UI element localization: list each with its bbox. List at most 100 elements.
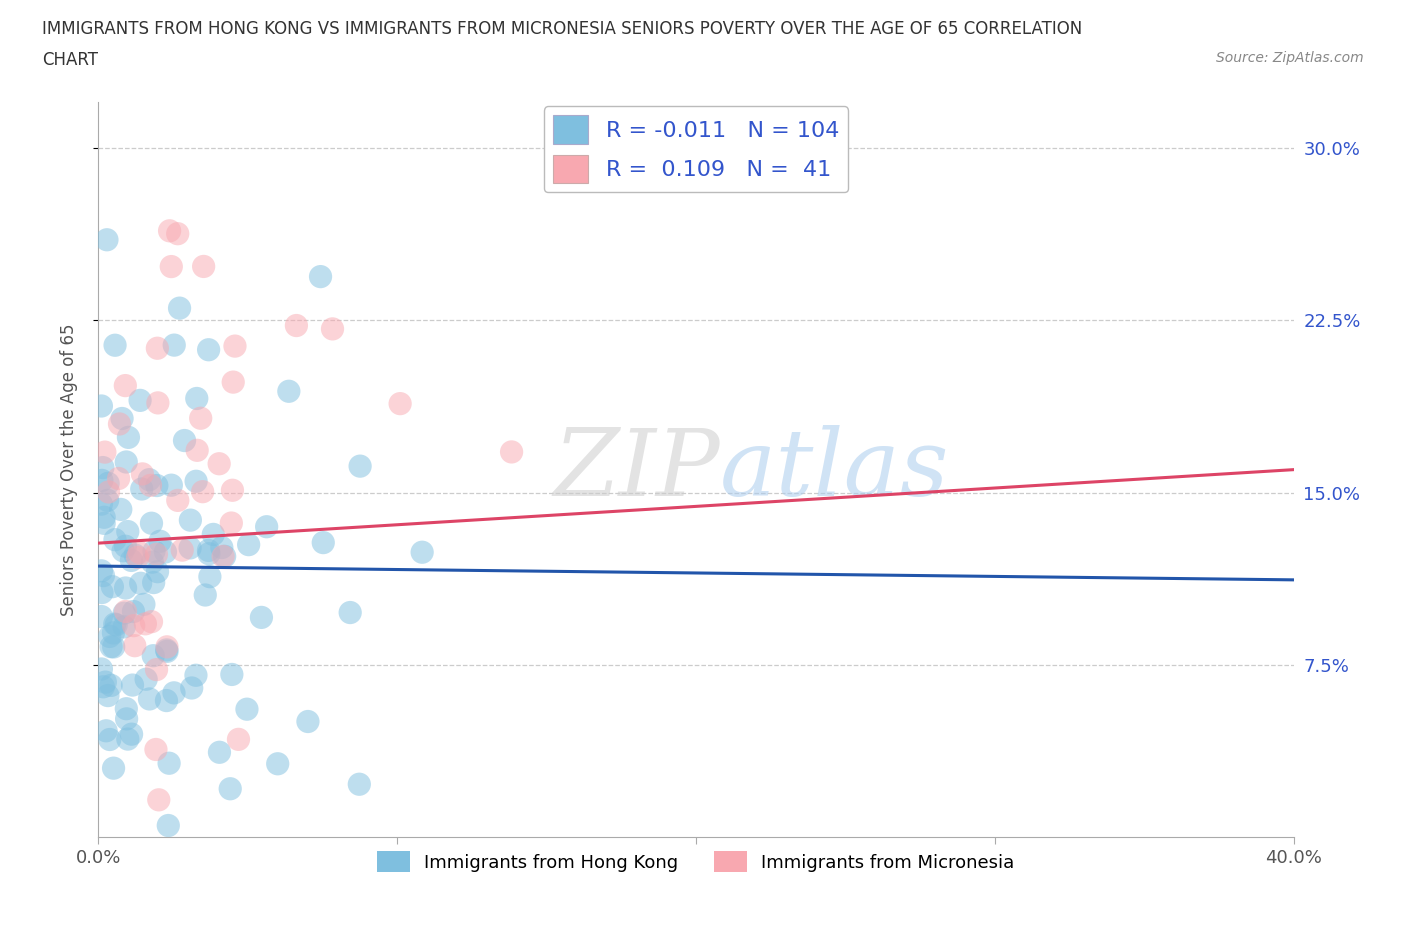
Point bbox=[115, 711, 138, 726]
Point bbox=[122, 604, 145, 619]
Point bbox=[131, 467, 153, 482]
Point bbox=[120, 553, 142, 568]
Point bbox=[179, 540, 201, 555]
Point bbox=[277, 384, 299, 399]
Point bbox=[179, 512, 201, 527]
Point bbox=[98, 629, 121, 644]
Point bbox=[114, 604, 136, 619]
Point bbox=[143, 544, 166, 559]
Point bbox=[193, 259, 215, 274]
Point bbox=[90, 609, 112, 624]
Text: atlas: atlas bbox=[720, 425, 949, 514]
Point bbox=[117, 732, 139, 747]
Point bbox=[103, 626, 125, 641]
Text: CHART: CHART bbox=[42, 51, 98, 69]
Point bbox=[117, 430, 139, 445]
Point bbox=[134, 617, 156, 631]
Point bbox=[197, 543, 219, 558]
Point bbox=[312, 535, 335, 550]
Point bbox=[96, 232, 118, 247]
Point bbox=[90, 399, 112, 414]
Point bbox=[173, 433, 195, 448]
Point bbox=[156, 643, 179, 658]
Point bbox=[94, 724, 117, 738]
Point bbox=[222, 375, 245, 390]
Point bbox=[389, 396, 412, 411]
Point bbox=[104, 338, 127, 352]
Point bbox=[166, 493, 188, 508]
Text: ZIP: ZIP bbox=[553, 425, 720, 514]
Point bbox=[297, 714, 319, 729]
Point bbox=[91, 679, 114, 694]
Point bbox=[127, 550, 149, 565]
Point bbox=[339, 605, 361, 620]
Point bbox=[142, 575, 165, 590]
Point bbox=[145, 662, 167, 677]
Point bbox=[160, 259, 183, 274]
Point bbox=[132, 597, 155, 612]
Point bbox=[198, 569, 221, 584]
Point bbox=[108, 417, 131, 432]
Point bbox=[90, 473, 112, 488]
Point bbox=[94, 674, 117, 689]
Point bbox=[104, 617, 127, 631]
Point bbox=[169, 300, 191, 315]
Point bbox=[93, 510, 115, 525]
Point bbox=[100, 678, 122, 693]
Point bbox=[100, 639, 122, 654]
Point bbox=[349, 777, 371, 791]
Point bbox=[197, 342, 219, 357]
Point bbox=[285, 318, 308, 333]
Point bbox=[90, 497, 112, 512]
Point bbox=[184, 473, 207, 488]
Point bbox=[256, 519, 278, 534]
Point bbox=[321, 322, 343, 337]
Point bbox=[114, 538, 136, 553]
Point bbox=[104, 532, 127, 547]
Point bbox=[190, 411, 212, 426]
Point bbox=[208, 457, 231, 472]
Point bbox=[90, 564, 112, 578]
Point bbox=[202, 527, 225, 542]
Point bbox=[157, 756, 180, 771]
Point bbox=[128, 545, 150, 560]
Point bbox=[186, 391, 208, 405]
Point bbox=[145, 742, 167, 757]
Point bbox=[159, 223, 181, 238]
Point bbox=[142, 648, 165, 663]
Point bbox=[172, 543, 194, 558]
Point bbox=[97, 476, 120, 491]
Point bbox=[121, 678, 143, 693]
Point bbox=[94, 445, 117, 459]
Point bbox=[224, 339, 246, 353]
Point bbox=[91, 585, 114, 600]
Point bbox=[121, 726, 143, 741]
Point bbox=[146, 395, 169, 410]
Point bbox=[129, 576, 152, 591]
Point bbox=[146, 340, 169, 355]
Point bbox=[105, 618, 128, 632]
Point bbox=[112, 543, 135, 558]
Point bbox=[163, 685, 186, 700]
Point bbox=[184, 668, 207, 683]
Point bbox=[141, 554, 163, 569]
Point bbox=[180, 681, 202, 696]
Point bbox=[141, 516, 163, 531]
Point bbox=[198, 546, 221, 561]
Point bbox=[146, 478, 169, 493]
Point bbox=[411, 545, 433, 560]
Point bbox=[114, 580, 136, 595]
Point bbox=[115, 701, 138, 716]
Point bbox=[111, 411, 134, 426]
Point bbox=[114, 379, 136, 393]
Point bbox=[186, 443, 208, 458]
Point bbox=[228, 732, 250, 747]
Point bbox=[211, 540, 233, 555]
Point bbox=[250, 610, 273, 625]
Point bbox=[103, 761, 125, 776]
Point bbox=[97, 485, 120, 499]
Point bbox=[267, 756, 290, 771]
Point bbox=[135, 671, 157, 686]
Point bbox=[131, 482, 153, 497]
Point bbox=[163, 338, 186, 352]
